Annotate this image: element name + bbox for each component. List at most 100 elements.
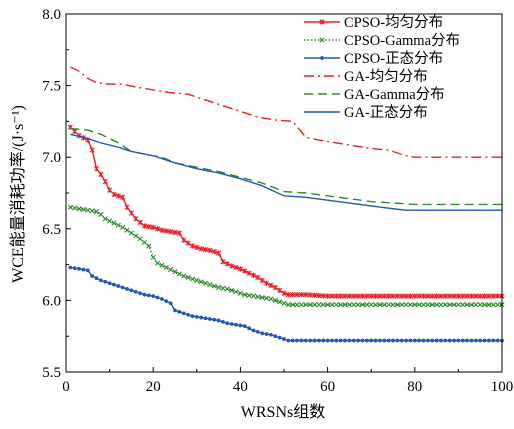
data-point	[394, 302, 400, 308]
data-point	[251, 328, 256, 333]
data-point	[298, 302, 305, 308]
data-point	[481, 302, 488, 308]
data-point	[120, 285, 125, 290]
data-point	[330, 338, 334, 343]
data-point	[128, 230, 134, 236]
data-point	[403, 302, 409, 308]
data-point	[98, 211, 104, 218]
data-point	[360, 338, 365, 343]
data-point	[112, 282, 116, 287]
data-point	[316, 338, 321, 343]
data-point	[76, 206, 82, 212]
legend-label: GA-正态分布	[344, 104, 428, 121]
data-point	[359, 302, 366, 308]
data-point	[434, 302, 440, 308]
data-point	[308, 338, 313, 343]
legend-entry-3: CPSO-正态分布	[304, 50, 443, 67]
data-point	[90, 274, 95, 278]
data-point	[281, 300, 287, 306]
series-5	[70, 127, 502, 206]
x-tick-label: 60	[320, 379, 335, 395]
data-point	[464, 302, 470, 308]
data-point	[382, 338, 387, 343]
data-point	[319, 37, 325, 43]
data-point	[290, 338, 295, 343]
x-tick-label: 100	[491, 379, 514, 395]
data-point	[364, 302, 370, 308]
y-tick-label: 5.5	[42, 365, 61, 381]
data-point	[286, 338, 291, 343]
data-point	[207, 282, 213, 288]
data-point	[77, 266, 81, 271]
data-point	[451, 302, 457, 308]
data-point	[390, 302, 396, 308]
data-point	[364, 338, 369, 343]
data-point	[412, 302, 418, 308]
data-point	[447, 302, 453, 308]
series-1	[67, 124, 505, 299]
data-point	[320, 302, 326, 308]
legend-entry-5: GA-Gamma分布	[304, 86, 445, 103]
data-point	[207, 317, 212, 321]
data-point	[495, 302, 501, 308]
data-point	[142, 292, 147, 297]
data-point	[194, 277, 200, 283]
legend-entry-2: CPSO-Gamma分布	[304, 32, 460, 49]
data-point	[115, 222, 121, 228]
data-point	[168, 301, 173, 306]
data-point	[443, 338, 448, 343]
series-line	[70, 133, 502, 211]
x-tick-label: 40	[233, 379, 248, 395]
data-point	[412, 338, 417, 343]
data-point	[460, 338, 465, 343]
data-point	[159, 262, 165, 268]
data-point	[268, 296, 274, 302]
data-point	[194, 314, 199, 319]
data-point	[303, 338, 308, 343]
data-point	[321, 338, 326, 343]
data-point	[416, 302, 422, 308]
data-point	[137, 236, 143, 242]
data-point	[303, 302, 309, 308]
data-point	[372, 302, 379, 308]
data-point	[386, 338, 391, 343]
data-point	[133, 289, 138, 294]
data-point	[290, 302, 296, 308]
data-point	[473, 338, 478, 343]
data-point	[203, 316, 208, 321]
data-point	[67, 204, 73, 210]
data-point	[233, 289, 239, 295]
data-point	[198, 279, 204, 285]
data-point	[229, 287, 235, 293]
data-point	[146, 243, 152, 249]
data-point	[234, 322, 238, 327]
data-point	[420, 302, 427, 308]
data-point	[238, 323, 243, 328]
plot-frame	[65, 13, 503, 373]
data-point	[378, 338, 382, 343]
data-point	[277, 335, 282, 340]
legend-entry-4: GA-均匀分布	[304, 68, 428, 85]
data-point	[186, 312, 190, 317]
data-point	[216, 318, 221, 323]
data-point	[120, 224, 126, 230]
data-point	[307, 302, 313, 308]
data-point	[347, 338, 352, 343]
series-6	[70, 133, 502, 211]
data-point	[343, 338, 347, 343]
data-point	[250, 293, 257, 299]
data-point	[333, 302, 339, 308]
data-point	[355, 302, 361, 308]
data-point	[225, 321, 230, 326]
y-tick-label: 7.5	[42, 79, 61, 95]
data-point	[452, 338, 456, 343]
series-layer	[67, 66, 505, 343]
data-point	[229, 322, 234, 326]
data-point	[369, 338, 374, 343]
data-point	[146, 293, 151, 298]
data-point	[434, 338, 439, 343]
data-point	[482, 338, 487, 343]
data-point	[325, 338, 330, 343]
data-point	[185, 274, 191, 281]
